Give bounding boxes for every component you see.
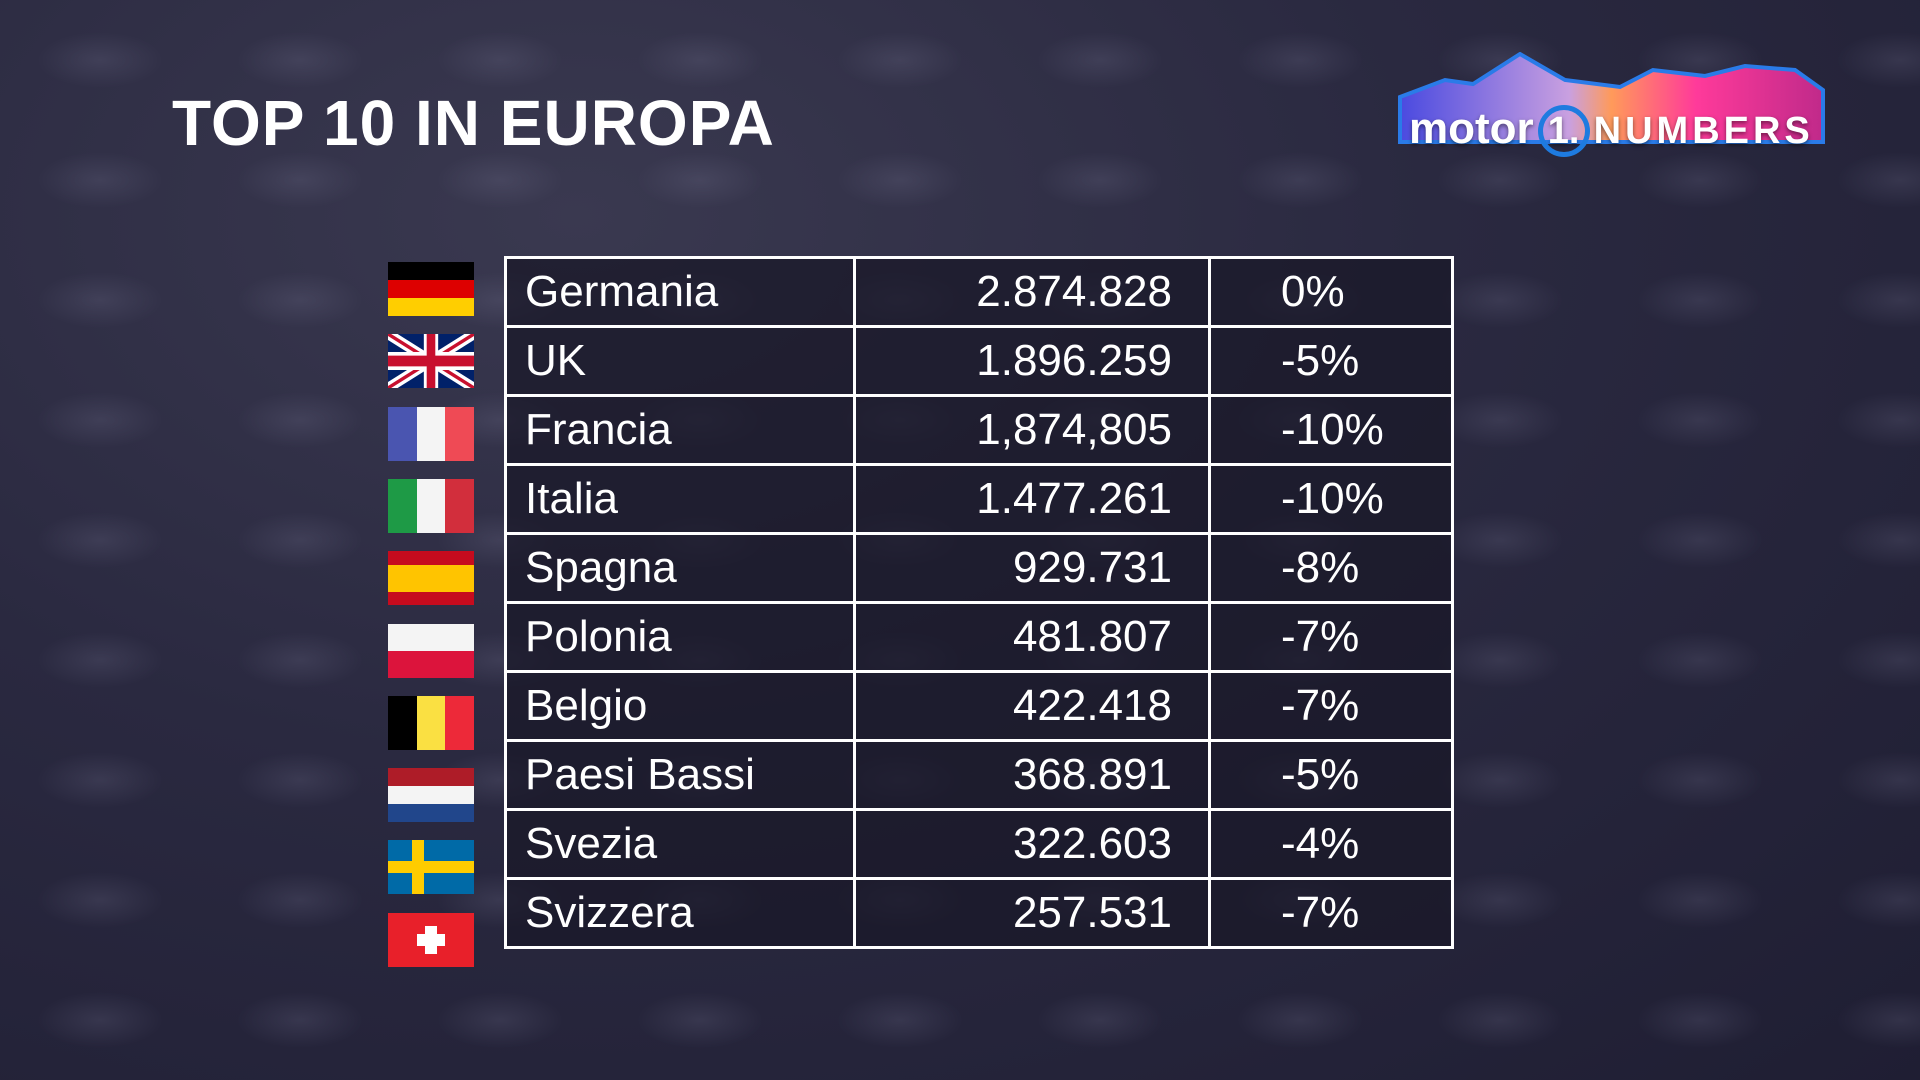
flag-pl-icon bbox=[388, 623, 474, 678]
country-cell: Germania bbox=[504, 256, 856, 328]
flag-nl-icon bbox=[388, 768, 474, 823]
country-cell: UK bbox=[504, 325, 856, 397]
motor1-numbers-logo: motor 1. NUMBERS bbox=[1395, 52, 1829, 172]
change-cell: -7% bbox=[1208, 670, 1454, 742]
flag-fr-icon bbox=[388, 406, 474, 461]
country-cell: Paesi Bassi bbox=[504, 739, 856, 811]
value-cell: 2.874.828 bbox=[853, 256, 1211, 328]
table-row: Germania 2.874.828 0% bbox=[504, 256, 1454, 328]
change-cell: -4% bbox=[1208, 808, 1454, 880]
logo-text-1: 1. bbox=[1537, 105, 1590, 158]
country-cell: Spagna bbox=[504, 532, 856, 604]
change-cell: -10% bbox=[1208, 394, 1454, 466]
country-cell: Belgio bbox=[504, 670, 856, 742]
flag-es-icon bbox=[388, 551, 474, 606]
change-cell: -5% bbox=[1208, 325, 1454, 397]
table-row: Polonia 481.807 -7% bbox=[504, 601, 1454, 673]
value-cell: 481.807 bbox=[853, 601, 1211, 673]
flag-be-icon bbox=[388, 695, 474, 750]
table-row: Paesi Bassi 368.891 -5% bbox=[504, 739, 1454, 811]
flag-ch-icon bbox=[388, 912, 474, 967]
table-row: Belgio 422.418 -7% bbox=[504, 670, 1454, 742]
country-cell: Francia bbox=[504, 394, 856, 466]
table-row: Italia 1.477.261 -10% bbox=[504, 463, 1454, 535]
change-cell: -8% bbox=[1208, 532, 1454, 604]
country-cell: Svizzera bbox=[504, 877, 856, 949]
table-row: Spagna 929.731 -8% bbox=[504, 532, 1454, 604]
change-cell: -10% bbox=[1208, 463, 1454, 535]
value-cell: 322.603 bbox=[853, 808, 1211, 880]
change-cell: -7% bbox=[1208, 601, 1454, 673]
table-row: UK 1.896.259 -5% bbox=[504, 325, 1454, 397]
value-cell: 1.896.259 bbox=[853, 325, 1211, 397]
country-cell: Italia bbox=[504, 463, 856, 535]
value-cell: 929.731 bbox=[853, 532, 1211, 604]
ranking-table: Germania 2.874.828 0% UK 1.896.259 -5% Francia… bbox=[504, 256, 1454, 949]
value-cell: 257.531 bbox=[853, 877, 1211, 949]
table-row: Francia 1,874,805 -10% bbox=[504, 394, 1454, 466]
change-cell: -7% bbox=[1208, 877, 1454, 949]
value-cell: 1,874,805 bbox=[853, 394, 1211, 466]
country-cell: Svezia bbox=[504, 808, 856, 880]
value-cell: 422.418 bbox=[853, 670, 1211, 742]
value-cell: 368.891 bbox=[853, 739, 1211, 811]
table-row: Svizzera 257.531 -7% bbox=[504, 877, 1454, 949]
page-title: TOP 10 IN EUROPA bbox=[172, 87, 775, 159]
flag-de-icon bbox=[388, 262, 474, 316]
country-cell: Polonia bbox=[504, 601, 856, 673]
logo-mountain-graphic bbox=[1398, 52, 1825, 144]
value-cell: 1.477.261 bbox=[853, 463, 1211, 535]
change-cell: 0% bbox=[1208, 256, 1454, 328]
logo-text-motor: motor bbox=[1409, 104, 1534, 153]
flag-it-icon bbox=[388, 478, 474, 533]
logo-text-numbers: NUMBERS bbox=[1593, 110, 1814, 152]
flag-se-icon bbox=[388, 840, 474, 895]
change-cell: -5% bbox=[1208, 739, 1454, 811]
table-row: Svezia 322.603 -4% bbox=[504, 808, 1454, 880]
flag-uk-icon bbox=[388, 334, 474, 389]
